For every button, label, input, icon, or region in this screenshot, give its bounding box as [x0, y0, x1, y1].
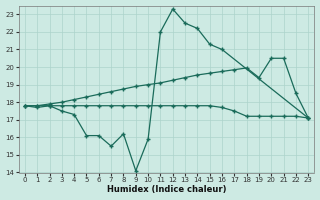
X-axis label: Humidex (Indice chaleur): Humidex (Indice chaleur): [107, 185, 226, 194]
